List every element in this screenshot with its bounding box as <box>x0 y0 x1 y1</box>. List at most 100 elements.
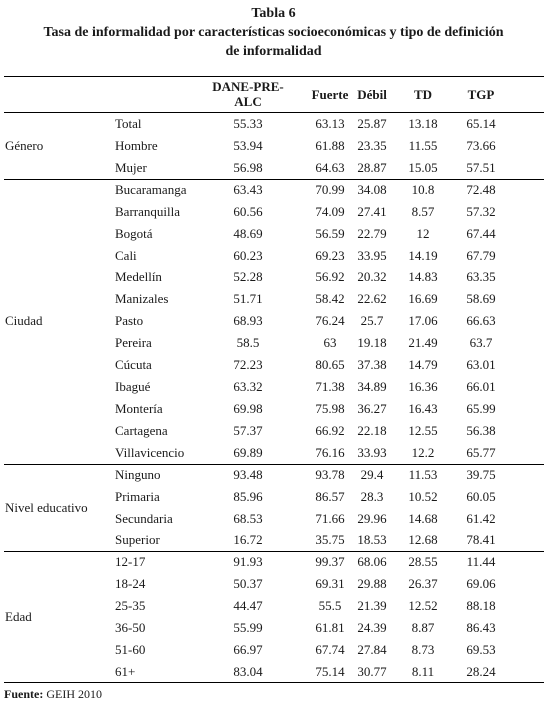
row-label: Manizales <box>115 291 169 306</box>
table-cell: 14.79 <box>408 357 438 372</box>
table-cell: 48.69 <box>233 226 263 241</box>
source-text: GEIH 2010 <box>43 687 102 701</box>
table-cell: 8.11 <box>411 664 435 679</box>
row-label: Ninguno <box>115 467 161 482</box>
row-label: 12-17 <box>115 554 146 569</box>
table-cell: 29.4 <box>360 467 384 482</box>
column-header-fuerte: Fuerte <box>311 87 349 102</box>
table-cell: 8.73 <box>411 642 435 657</box>
table-cell: 61.81 <box>315 620 345 635</box>
table-cell: 37.38 <box>357 357 387 372</box>
table-cell: 55.99 <box>233 620 263 635</box>
table-cell: 60.23 <box>233 248 263 263</box>
table-cell: 17.06 <box>408 313 438 328</box>
table-cell: 55.5 <box>318 598 342 613</box>
table-cell: 16.36 <box>408 379 438 394</box>
table-cell: 18.53 <box>357 532 387 547</box>
row-label: Mujer <box>115 160 147 175</box>
table-cell: 14.68 <box>408 511 438 526</box>
table-cell: 63.01 <box>466 357 496 372</box>
table-cell: 16.43 <box>408 401 438 416</box>
table-cell: 50.37 <box>233 576 263 591</box>
table-bottom-rule <box>4 682 544 683</box>
table-cell: 69.98 <box>233 401 263 416</box>
table-cell: 14.83 <box>408 269 438 284</box>
table-cell: 57.51 <box>466 160 496 175</box>
row-label: Barranquilla <box>115 204 180 219</box>
table-cell: 60.56 <box>233 204 263 219</box>
table-cell: 12 <box>416 226 430 241</box>
table-cell: 68.93 <box>233 313 263 328</box>
table-cell: 52.28 <box>233 269 263 284</box>
table-cell: 88.18 <box>466 598 496 613</box>
row-label: Montería <box>115 401 163 416</box>
table-cell: 28.24 <box>466 664 496 679</box>
table-subtitle: Tasa de informalidad por características… <box>43 25 504 40</box>
table-cell: 33.95 <box>357 248 387 263</box>
table-cell: 56.92 <box>315 269 345 284</box>
table-cell: 76.24 <box>315 313 345 328</box>
table-cell: 25.87 <box>357 116 387 131</box>
table-cell: 65.99 <box>466 401 496 416</box>
table-top-rule <box>4 76 544 77</box>
table-cell: 22.79 <box>357 226 387 241</box>
table-cell: 15.05 <box>408 160 438 175</box>
table-cell: 70.99 <box>315 182 345 197</box>
table-cell: 21.39 <box>357 598 387 613</box>
table-cell: 61.88 <box>315 138 345 153</box>
table-cell: 99.37 <box>315 554 345 569</box>
row-label: Secundaria <box>115 511 173 526</box>
table-cell: 69.23 <box>315 248 345 263</box>
table-cell: 16.72 <box>233 532 263 547</box>
row-label: Cúcuta <box>115 357 152 372</box>
table-cell: 67.44 <box>466 226 496 241</box>
table-cell: 72.48 <box>466 182 496 197</box>
table-cell: 68.53 <box>233 511 263 526</box>
row-label: 51-60 <box>115 642 146 657</box>
table-cell: 24.39 <box>357 620 387 635</box>
row-label: Superior <box>115 532 160 547</box>
table-cell: 63.35 <box>466 269 496 284</box>
table-cell: 44.47 <box>233 598 263 613</box>
table-subtitle-continued: de informalidad <box>225 44 322 59</box>
table-cell: 58.42 <box>315 291 345 306</box>
row-label: Pasto <box>115 313 144 328</box>
table-cell: 75.14 <box>315 664 345 679</box>
row-label: 25-35 <box>115 598 146 613</box>
row-label: Bogotá <box>115 226 153 241</box>
table-cell: 58.69 <box>466 291 496 306</box>
row-label: Cartagena <box>115 423 168 438</box>
row-label: Primaria <box>115 489 160 504</box>
table-cell: 60.05 <box>466 489 496 504</box>
table-cell: 75.98 <box>315 401 345 416</box>
table-cell: 56.98 <box>233 160 263 175</box>
table-cell: 86.43 <box>466 620 496 635</box>
group-label: Edad <box>5 609 32 624</box>
table-cell: 72.23 <box>233 357 263 372</box>
column-header-tgp: TGP <box>467 87 495 102</box>
table-cell: 73.66 <box>466 138 496 153</box>
table-cell: 83.04 <box>233 664 263 679</box>
table-cell: 12.55 <box>408 423 438 438</box>
table-cell: 8.87 <box>411 620 435 635</box>
table-cell: 56.59 <box>315 226 345 241</box>
group-separator-rule <box>4 464 544 465</box>
table-cell: 76.16 <box>315 445 345 460</box>
group-label: Ciudad <box>5 313 43 328</box>
table-cell: 71.38 <box>315 379 345 394</box>
table-cell: 93.48 <box>233 467 263 482</box>
table-cell: 61.42 <box>466 511 496 526</box>
table-cell: 63.43 <box>233 182 263 197</box>
table-cell: 69.89 <box>233 445 263 460</box>
group-separator-rule <box>4 551 544 552</box>
table-cell: 58.5 <box>236 335 260 350</box>
table-cell: 29.88 <box>357 576 387 591</box>
group-label: Género <box>5 138 44 153</box>
row-label: Cali <box>115 248 137 263</box>
column-header-dane-pre-alc-line2: ALC <box>234 94 262 109</box>
source-note: Fuente: GEIH 2010 <box>4 687 102 701</box>
column-header-dane-pre-alc-line1: DANE-PRE- <box>212 79 284 94</box>
table-cell: 34.89 <box>357 379 387 394</box>
table-title: Tabla 6 <box>251 6 296 21</box>
table-cell: 33.93 <box>357 445 387 460</box>
